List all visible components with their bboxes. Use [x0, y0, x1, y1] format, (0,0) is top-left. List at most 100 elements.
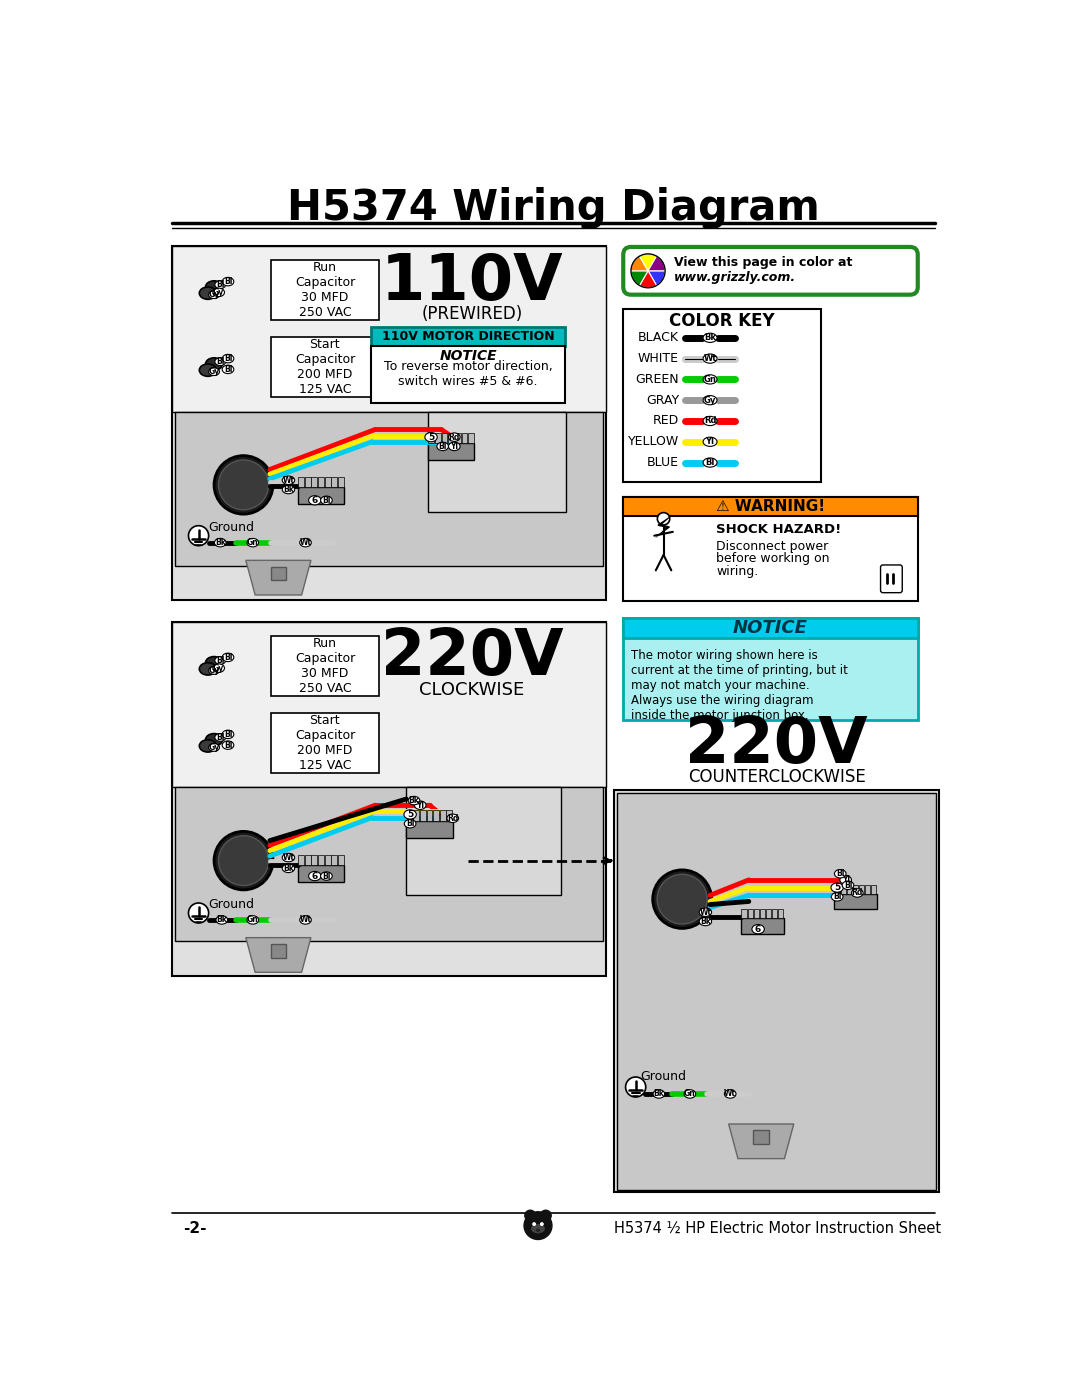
Bar	[338, 476, 343, 488]
Text: Bl: Bl	[216, 281, 225, 289]
Text: Bl: Bl	[322, 872, 330, 880]
Text: ⚡: ⚡	[653, 515, 674, 543]
Text: Bl: Bl	[216, 657, 225, 665]
Text: H5374 ½ HP Electric Motor Instruction Sheet: H5374 ½ HP Electric Motor Instruction Sh…	[613, 1221, 941, 1236]
Ellipse shape	[247, 538, 258, 546]
Text: Bl: Bl	[836, 869, 845, 879]
Text: Bl: Bl	[322, 496, 330, 504]
Bar	[448, 433, 454, 443]
Text: Run
Capacitor
30 MFD
250 VAC: Run Capacitor 30 MFD 250 VAC	[295, 637, 355, 694]
Text: Bk: Bk	[704, 334, 716, 342]
Ellipse shape	[299, 538, 311, 546]
Bar	[435, 433, 441, 443]
Bar	[428, 443, 474, 460]
Bar	[834, 894, 877, 909]
Text: Bl: Bl	[216, 358, 225, 366]
Bar	[332, 855, 337, 865]
Ellipse shape	[282, 485, 295, 493]
Circle shape	[218, 835, 269, 886]
Ellipse shape	[404, 820, 416, 828]
Bar	[613, 789, 940, 1192]
Ellipse shape	[684, 1090, 696, 1098]
Bar	[311, 855, 318, 865]
Ellipse shape	[703, 353, 717, 363]
Ellipse shape	[321, 496, 333, 504]
Text: 5: 5	[834, 883, 840, 893]
Text: Start
Capacitor
200 MFD
125 VAC: Start Capacitor 200 MFD 125 VAC	[295, 338, 355, 397]
Bar	[742, 909, 746, 918]
Text: Yl: Yl	[705, 437, 715, 446]
Ellipse shape	[842, 882, 854, 890]
Bar	[766, 909, 771, 918]
Bar	[406, 820, 453, 838]
Ellipse shape	[222, 654, 233, 662]
Circle shape	[524, 1211, 552, 1239]
Ellipse shape	[215, 657, 226, 665]
Text: Run
Capacitor
30 MFD
250 VAC: Run Capacitor 30 MFD 250 VAC	[295, 261, 355, 319]
Bar	[617, 793, 936, 1190]
Bar	[754, 1130, 769, 1144]
Bar	[325, 855, 330, 865]
Bar	[847, 884, 852, 894]
Ellipse shape	[309, 496, 321, 504]
Circle shape	[540, 1222, 544, 1227]
Text: Gy: Gy	[208, 743, 219, 752]
Text: H5374 Wiring Diagram: H5374 Wiring Diagram	[287, 187, 820, 229]
Text: SHOCK HAZARD!: SHOCK HAZARD!	[716, 522, 841, 536]
Ellipse shape	[282, 854, 295, 862]
Text: www.grizzly.com.: www.grizzly.com.	[674, 271, 796, 284]
Ellipse shape	[215, 733, 226, 742]
Circle shape	[652, 870, 712, 929]
Text: View this page in color at: View this page in color at	[674, 256, 852, 268]
Text: before working on: before working on	[716, 552, 829, 566]
Circle shape	[214, 455, 273, 514]
Bar	[754, 909, 759, 918]
Bar	[623, 497, 918, 601]
Bar	[305, 855, 311, 865]
Ellipse shape	[200, 286, 216, 299]
Bar	[420, 810, 426, 820]
Text: YELLOW: YELLOW	[627, 436, 679, 448]
Ellipse shape	[831, 883, 843, 893]
Bar	[338, 855, 343, 865]
Text: Gn: Gn	[703, 374, 716, 384]
Ellipse shape	[222, 278, 233, 286]
Text: Yl: Yl	[841, 876, 850, 884]
Ellipse shape	[703, 374, 717, 384]
Ellipse shape	[215, 358, 226, 366]
Text: 220V: 220V	[686, 714, 868, 777]
Bar	[406, 788, 562, 895]
Text: Gy: Gy	[208, 666, 219, 675]
Text: Yl: Yl	[416, 800, 424, 810]
Ellipse shape	[408, 796, 420, 805]
Text: Wt: Wt	[725, 1090, 737, 1098]
Bar	[623, 617, 918, 719]
Text: Yl: Yl	[450, 441, 458, 451]
Circle shape	[625, 1077, 646, 1097]
Text: Wt: Wt	[283, 476, 295, 485]
Bar	[271, 944, 286, 958]
Ellipse shape	[404, 810, 416, 819]
Text: Wt: Wt	[283, 854, 295, 862]
Polygon shape	[246, 937, 311, 972]
Bar	[446, 810, 453, 820]
Ellipse shape	[448, 433, 460, 441]
Bar	[298, 476, 303, 488]
Bar	[853, 884, 858, 894]
Text: WHITE: WHITE	[638, 352, 679, 365]
Ellipse shape	[205, 358, 222, 370]
Bar	[741, 918, 784, 933]
Text: Rd: Rd	[448, 433, 460, 441]
Text: To reverse motor direction,
switch wires #5 & #6.: To reverse motor direction, switch wires…	[383, 360, 553, 388]
Ellipse shape	[247, 915, 258, 925]
Ellipse shape	[699, 908, 712, 916]
Text: Bk: Bk	[700, 916, 711, 926]
Bar	[407, 810, 413, 820]
Text: Bl: Bl	[438, 441, 447, 451]
Text: NOTICE: NOTICE	[440, 349, 497, 363]
Bar	[175, 788, 603, 942]
Bar	[859, 884, 864, 894]
Ellipse shape	[835, 869, 846, 877]
Bar	[835, 884, 840, 894]
Circle shape	[658, 513, 670, 525]
